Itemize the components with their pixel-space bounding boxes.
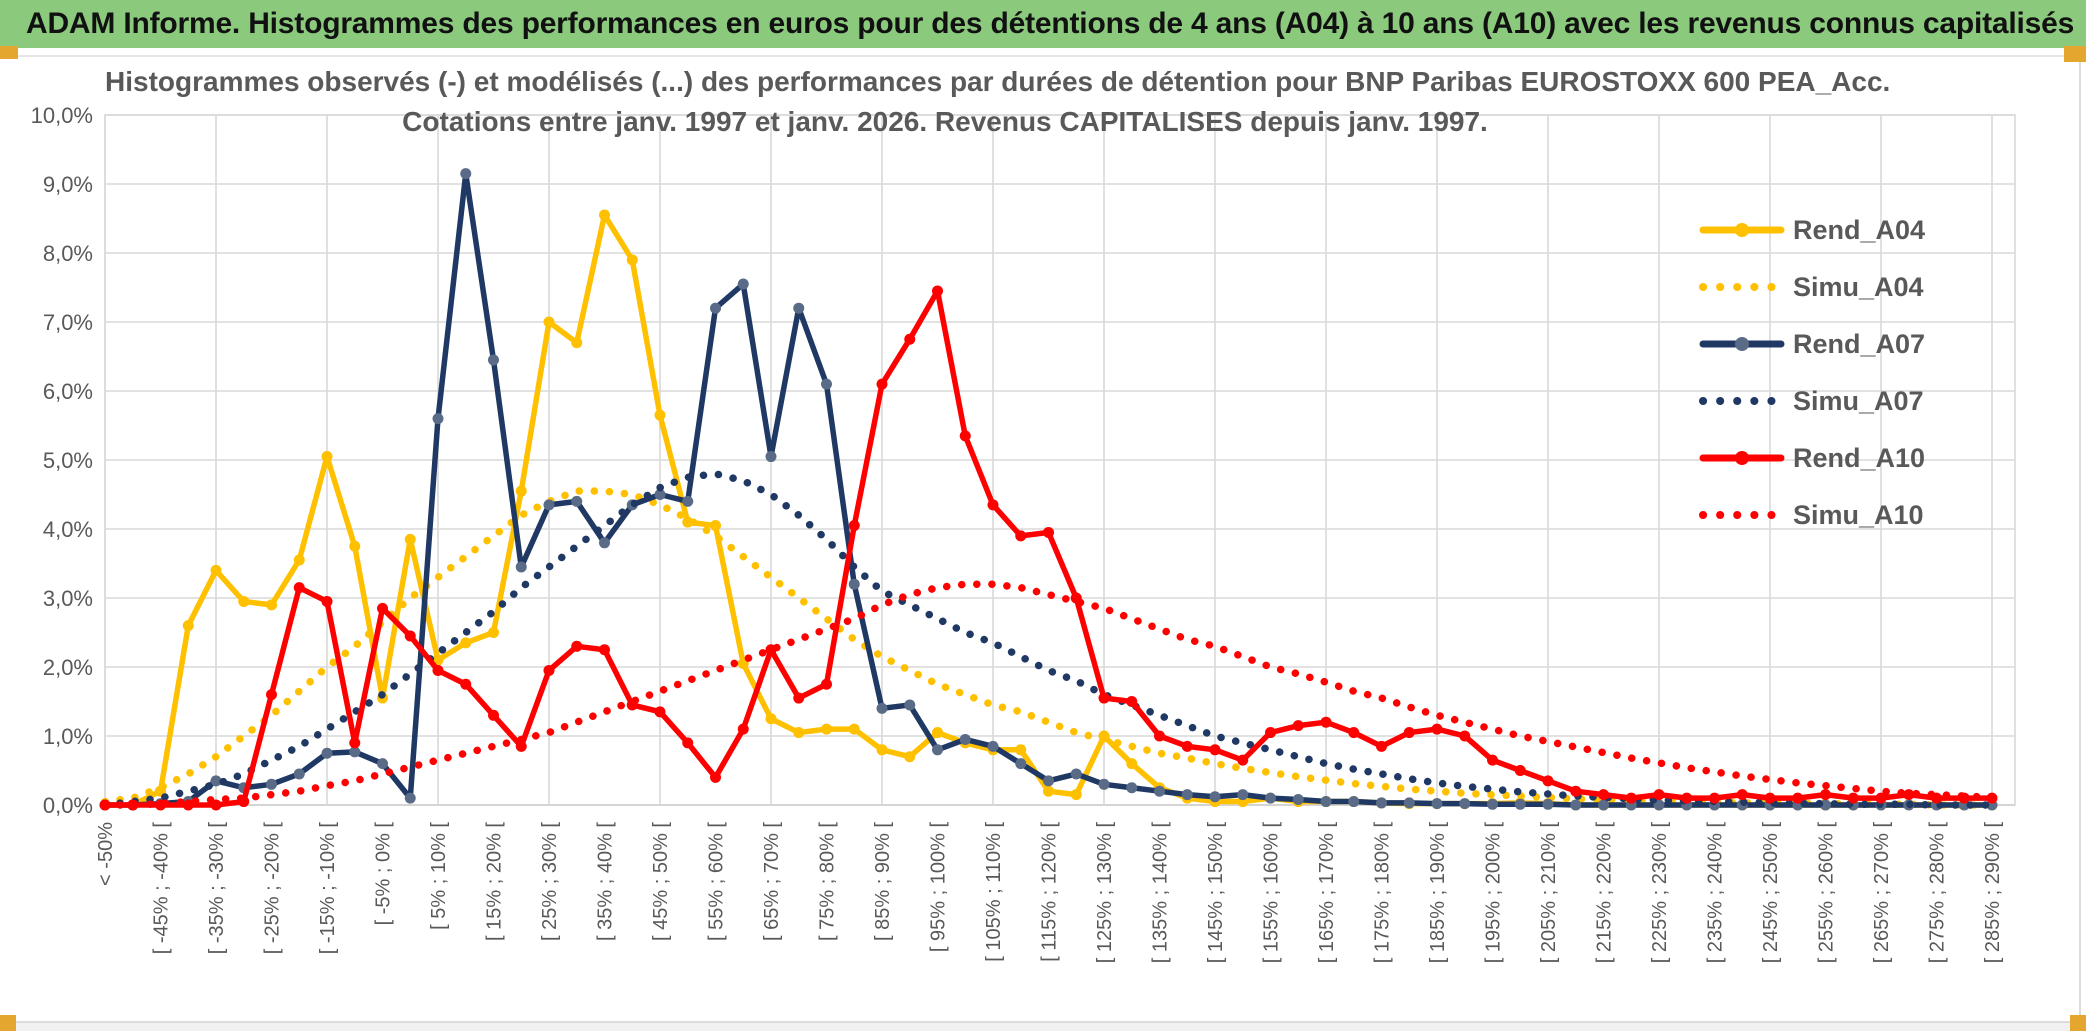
- series-simu_a07: [101, 469, 1996, 809]
- chart-title-line2: Cotations entre janv. 1997 et janv. 2026…: [402, 106, 1488, 137]
- header-title: ADAM Informe. Histogrammes des performan…: [26, 7, 2075, 40]
- svg-text:2,0%: 2,0%: [43, 655, 93, 680]
- legend-label-rend_a10: Rend_A10: [1793, 443, 1925, 473]
- svg-text:[ 265% ; 270% [: [ 265% ; 270% [: [1871, 822, 1893, 964]
- svg-text:[ 25% ; 30% [: [ 25% ; 30% [: [539, 822, 561, 941]
- chart-border-bottom: [0, 1021, 2086, 1023]
- svg-text:[ 145% ; 150% [: [ 145% ; 150% [: [1205, 822, 1227, 964]
- svg-text:[ 105% ; 110% [: [ 105% ; 110% [: [983, 822, 1005, 962]
- legend-label-simu_a10: Simu_A10: [1793, 500, 1924, 530]
- legend-item-rend_a07[interactable]: Rend_A07: [1699, 329, 1925, 359]
- svg-text:[ 255% ; 260% [: [ 255% ; 260% [: [1816, 822, 1838, 964]
- svg-text:[ -35% ; -30% [: [ -35% ; -30% [: [206, 822, 228, 955]
- series-rend_a10: [99, 285, 1998, 811]
- legend-item-rend_a10[interactable]: Rend_A10: [1699, 443, 1925, 473]
- svg-text:10,0%: 10,0%: [31, 103, 93, 128]
- legend-label-simu_a07: Simu_A07: [1793, 386, 1924, 416]
- series-rend_a07: [99, 168, 1998, 811]
- legend-item-simu_a07[interactable]: Simu_A07: [1699, 386, 1924, 416]
- legend-label-rend_a04: Rend_A04: [1793, 215, 1925, 245]
- chart-border-right: [2079, 55, 2081, 1022]
- legend-label-simu_a04: Simu_A04: [1793, 272, 1924, 302]
- svg-text:[ 195% ; 200% [: [ 195% ; 200% [: [1483, 822, 1505, 964]
- svg-text:[ 235% ; 240% [: [ 235% ; 240% [: [1705, 822, 1727, 964]
- chart-border-top: [0, 55, 2086, 57]
- window-edge-strip: [0, 1023, 2086, 1031]
- svg-text:8,0%: 8,0%: [43, 241, 93, 266]
- svg-text:[ 55% ; 60% [: [ 55% ; 60% [: [706, 822, 728, 941]
- svg-text:[ 155% ; 160% [: [ 155% ; 160% [: [1261, 822, 1283, 964]
- header-banner: ADAM Informe. Histogrammes des performan…: [0, 0, 2086, 48]
- selection-handle-bottom-left[interactable]: [0, 1015, 16, 1031]
- legend-item-simu_a10[interactable]: Simu_A10: [1699, 500, 1924, 530]
- chart-title-line1: Histogrammes observés (-) et modélisés (…: [105, 66, 1891, 97]
- svg-text:[ 35% ; 40% [: [ 35% ; 40% [: [595, 822, 617, 941]
- svg-text:[ 5% ; 10% [: [ 5% ; 10% [: [428, 822, 450, 930]
- series-simu_a04: [101, 487, 1996, 809]
- legend-label-rend_a07: Rend_A07: [1793, 329, 1925, 359]
- legend-item-simu_a04[interactable]: Simu_A04: [1699, 272, 1924, 302]
- svg-text:[ 175% ; 180% [: [ 175% ; 180% [: [1372, 822, 1394, 964]
- svg-text:< -50%: < -50%: [95, 822, 117, 886]
- svg-text:[ 125% ; 130% [: [ 125% ; 130% [: [1094, 822, 1116, 964]
- svg-text:[ 85% ; 90% [: [ 85% ; 90% [: [872, 822, 894, 941]
- svg-text:[ 75% ; 80% [: [ 75% ; 80% [: [817, 822, 839, 941]
- svg-text:1,0%: 1,0%: [43, 724, 93, 749]
- series-simu_a10: [101, 580, 1996, 809]
- x-axis-labels: < -50% [ -45% ; -40% [ [ -35% ; -30% [ [ -2…: [95, 822, 2004, 964]
- svg-text:7,0%: 7,0%: [43, 310, 93, 335]
- svg-text:0,0%: 0,0%: [43, 793, 93, 818]
- chart-title: Histogrammes observés (-) et modélisés (…: [105, 62, 1891, 142]
- svg-text:[ 65% ; 70% [: [ 65% ; 70% [: [761, 822, 783, 941]
- selection-handle-bottom-right[interactable]: [2070, 1015, 2086, 1031]
- y-axis-labels: 0,0% 1,0% 2,0% 3,0% 4,0% 5,0% 6,0% 7,0% 8,0% 9,0%…: [31, 103, 93, 818]
- svg-text:[ -25% ; -20% [: [ -25% ; -20% [: [262, 822, 284, 955]
- svg-text:9,0%: 9,0%: [43, 172, 93, 197]
- svg-text:[ 165% ; 170% [: [ 165% ; 170% [: [1316, 822, 1338, 964]
- gridlines: [104, 114, 2016, 806]
- svg-text:[ -45% ; -40% [: [ -45% ; -40% [: [151, 822, 173, 955]
- svg-text:5,0%: 5,0%: [43, 448, 93, 473]
- selection-handle-top-right[interactable]: [2064, 46, 2086, 62]
- legend-item-rend_a04[interactable]: Rend_A04: [1699, 215, 1925, 245]
- svg-text:[ 95% ; 100% [: [ 95% ; 100% [: [928, 822, 950, 953]
- svg-text:[ 245% ; 250% [: [ 245% ; 250% [: [1760, 822, 1782, 964]
- svg-text:[ 185% ; 190% [: [ 185% ; 190% [: [1427, 822, 1449, 964]
- svg-text:[ 275% ; 280% [: [ 275% ; 280% [: [1927, 822, 1949, 964]
- svg-text:[ 215% ; 220% [: [ 215% ; 220% [: [1594, 822, 1616, 964]
- svg-text:[ 225% ; 230% [: [ 225% ; 230% [: [1649, 822, 1671, 964]
- svg-text:[ 285% ; 290% [: [ 285% ; 290% [: [1982, 822, 2004, 964]
- svg-text:[ 135% ; 140% [: [ 135% ; 140% [: [1150, 822, 1172, 964]
- svg-text:[ 45% ; 50% [: [ 45% ; 50% [: [650, 822, 672, 941]
- svg-text:[ 205% ; 210% [: [ 205% ; 210% [: [1538, 822, 1560, 964]
- legend: Rend_A04 Simu_A04 Rend_A07 Simu_A07 Rend_A10…: [1699, 215, 1925, 530]
- svg-text:4,0%: 4,0%: [43, 517, 93, 542]
- svg-text:[ -5% ; 0% [: [ -5% ; 0% [: [373, 822, 395, 926]
- svg-text:[ 115% ; 120% [: [ 115% ; 120% [: [1039, 822, 1061, 962]
- selection-handle-top-left[interactable]: [0, 46, 18, 59]
- svg-text:6,0%: 6,0%: [43, 379, 93, 404]
- svg-text:3,0%: 3,0%: [43, 586, 93, 611]
- svg-text:[ 15% ; 20% [: [ 15% ; 20% [: [484, 822, 506, 941]
- svg-text:[ -15% ; -10% [: [ -15% ; -10% [: [317, 822, 339, 955]
